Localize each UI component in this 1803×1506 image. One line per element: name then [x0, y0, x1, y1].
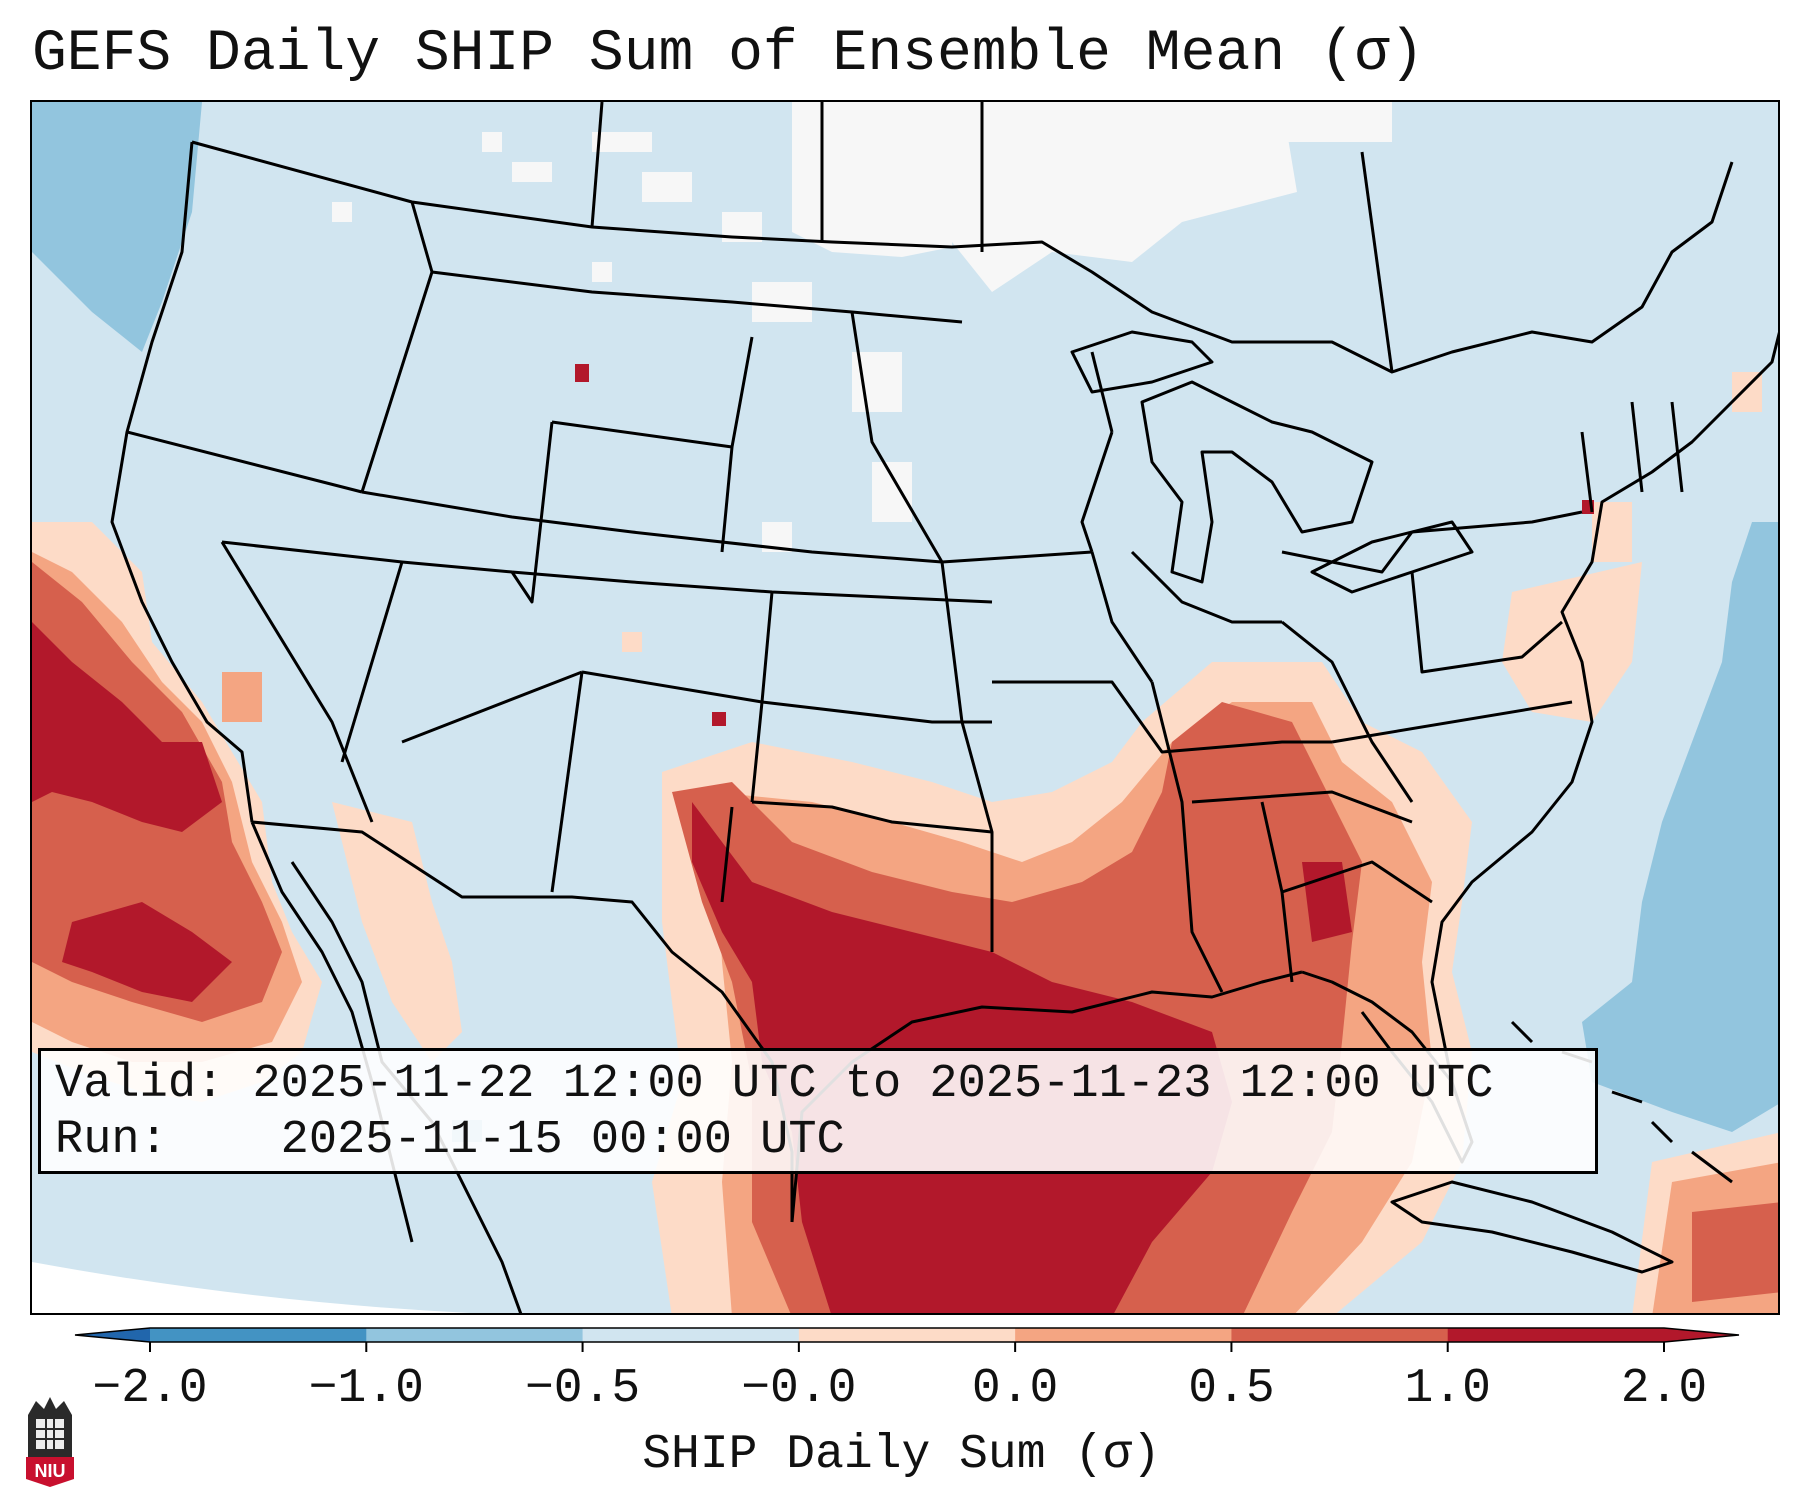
colorbar-tick-label: 0.0: [971, 1362, 1059, 1416]
projection-edge: [32, 1262, 471, 1313]
colorbar-segment: [150, 1328, 367, 1342]
colorbar-extend-low: [75, 1328, 150, 1342]
colorbar-segment: [1447, 1328, 1665, 1342]
colorbar-tick-label: 1.0: [1404, 1362, 1491, 1416]
colorbar-tick-label: 2.0: [1620, 1362, 1708, 1416]
valid-label: Valid:: [55, 1058, 225, 1111]
colorbar-tick-label: −0.5: [524, 1362, 641, 1416]
colorbar-segment: [1231, 1328, 1449, 1342]
colorbar-segment: [798, 1328, 1016, 1342]
run-info-box: Valid: 2025-11-22 12:00 UTC to 2025-11-2…: [38, 1048, 1598, 1174]
colorbar-segments: [74, 1327, 1740, 1343]
colorbar-segment: [366, 1328, 584, 1342]
valid-value: 2025-11-22 12:00 UTC to 2025-11-23 12:00…: [252, 1058, 1494, 1111]
colorbar-svg: [74, 1327, 1740, 1352]
map-title: GEFS Daily SHIP Sum of Ensemble Mean (σ): [32, 22, 1425, 87]
colorbar-tick-label: 0.5: [1188, 1362, 1275, 1416]
colorbar-segment: [582, 1328, 800, 1342]
logo-text: NIU: [34, 1461, 66, 1481]
colorbar-tick-label: −2.0: [92, 1362, 208, 1416]
colorbar-title: SHIP Daily Sum (σ): [642, 1428, 1161, 1482]
colorbar-ticks: [149, 1342, 1665, 1352]
logo-icon: [26, 1397, 74, 1487]
near-zero-areas: [332, 102, 1392, 552]
run-label: Run:: [55, 1114, 168, 1167]
niu-logo: NIU: [22, 1395, 78, 1487]
colorbar-tick-label: −1.0: [308, 1362, 424, 1416]
colorbar: [0, 1318, 1803, 1378]
colorbar-tick-label: −0.0: [741, 1362, 857, 1416]
colorbar-extend-high: [1664, 1328, 1739, 1342]
run-value: 2025-11-15 00:00 UTC: [280, 1114, 845, 1167]
colorbar-segment: [1015, 1328, 1232, 1342]
